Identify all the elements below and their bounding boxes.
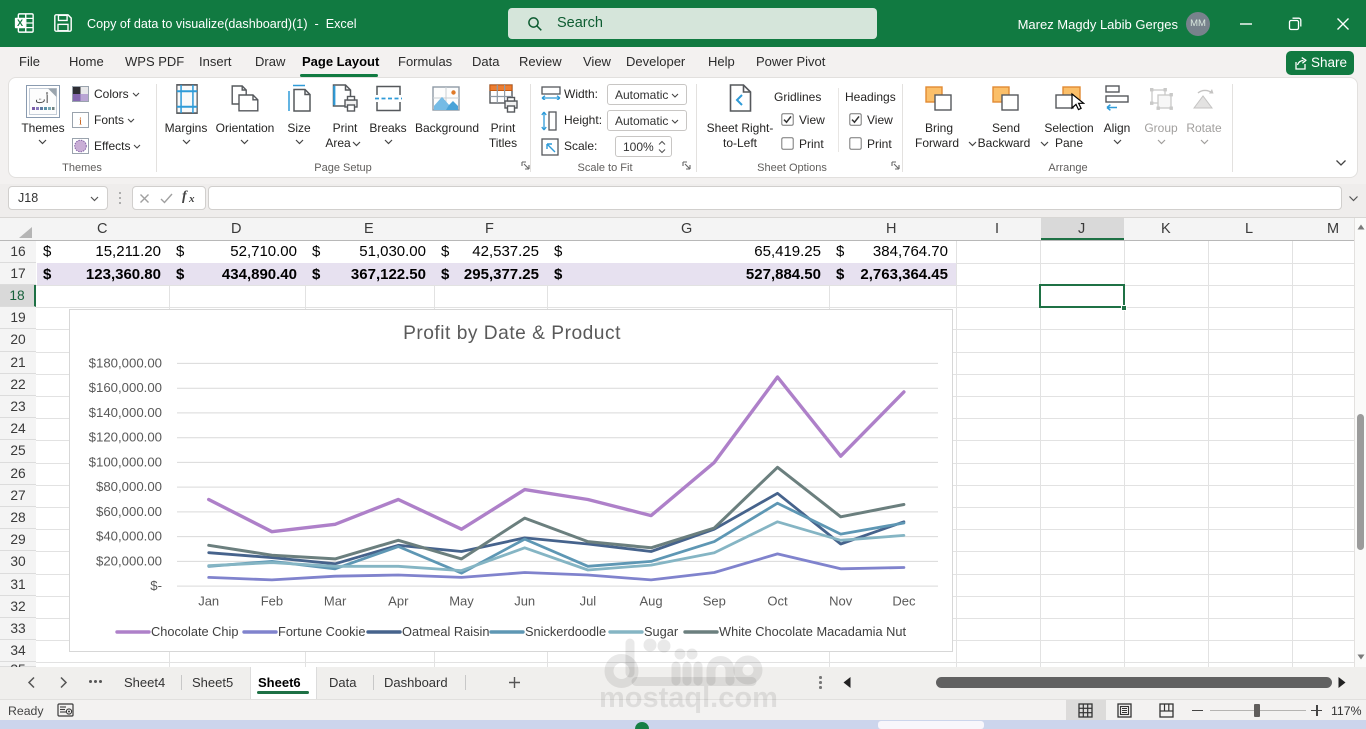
svg-text:$40,000.00: $40,000.00 — [96, 528, 162, 543]
svg-text:Chocolate Chip: Chocolate Chip — [151, 624, 239, 639]
svg-text:$-: $- — [150, 578, 162, 593]
svg-text:$60,000.00: $60,000.00 — [96, 503, 162, 518]
svg-text:$140,000.00: $140,000.00 — [89, 404, 162, 419]
svg-text:$160,000.00: $160,000.00 — [89, 380, 162, 395]
svg-text:Mar: Mar — [324, 593, 347, 608]
svg-text:Fortune Cookie: Fortune Cookie — [278, 624, 366, 639]
svg-text:i: i — [79, 116, 82, 128]
svg-text:$80,000.00: $80,000.00 — [96, 479, 162, 494]
svg-text:X: X — [17, 18, 23, 28]
svg-text:Aug: Aug — [640, 593, 663, 608]
svg-text:Sugar: Sugar — [644, 624, 679, 639]
svg-text:Oatmeal Raisin: Oatmeal Raisin — [402, 624, 489, 639]
svg-text:Jun: Jun — [514, 593, 535, 608]
svg-text:$120,000.00: $120,000.00 — [89, 429, 162, 444]
svg-text:Sep: Sep — [703, 593, 726, 608]
svg-text:أت: أت — [35, 92, 48, 106]
svg-text:$180,000.00: $180,000.00 — [89, 355, 162, 370]
svg-text:Dec: Dec — [892, 593, 916, 608]
svg-text:White Chocolate Macadamia Nut: White Chocolate Macadamia Nut — [719, 624, 907, 639]
svg-text:Nov: Nov — [829, 593, 853, 608]
svg-text:Profit by Date & Product: Profit by Date & Product — [403, 323, 621, 344]
svg-text:Jul: Jul — [580, 593, 597, 608]
svg-text:Jan: Jan — [198, 593, 219, 608]
svg-text:Feb: Feb — [261, 593, 283, 608]
svg-text:$100,000.00: $100,000.00 — [89, 454, 162, 469]
svg-text:Apr: Apr — [388, 593, 409, 608]
svg-text:Oct: Oct — [767, 593, 788, 608]
svg-text:May: May — [449, 593, 474, 608]
svg-text:Snickerdoodle: Snickerdoodle — [525, 624, 606, 639]
svg-text:$20,000.00: $20,000.00 — [96, 553, 162, 568]
